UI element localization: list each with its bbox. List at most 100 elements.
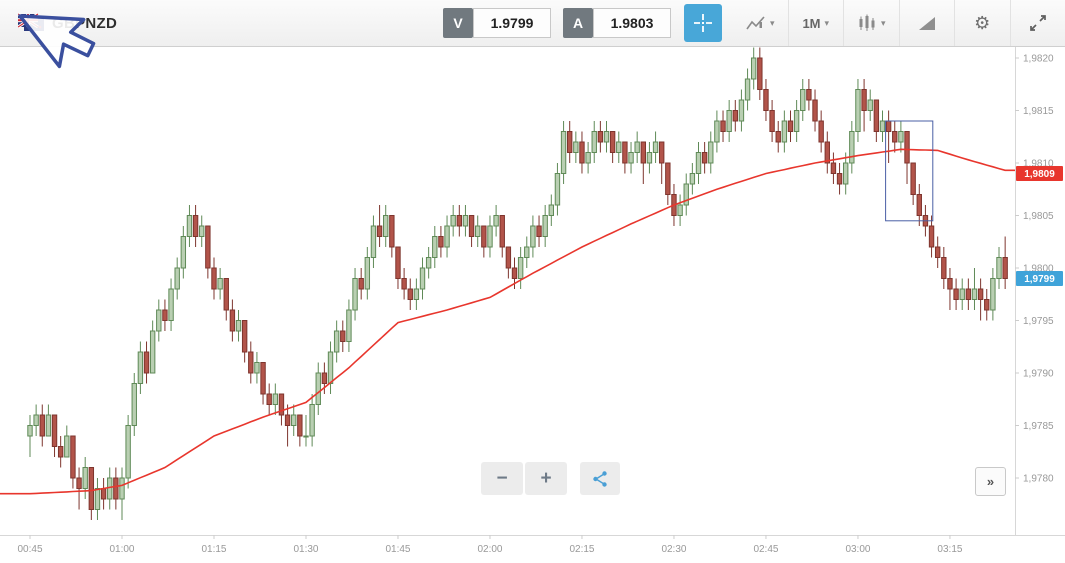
y-axis-label: 1,9785 (1023, 421, 1054, 432)
candle-body (487, 225, 493, 248)
candle-body (1002, 257, 1008, 279)
y-axis-label: 1,9800 (1023, 264, 1054, 275)
candle-body (597, 131, 604, 143)
chart-area: 1,9820 1,9815 1,9810 1,9805 1,9800 1,9795 1,97… (0, 46, 1065, 563)
candle-body (910, 162, 916, 195)
expand-arrows-icon (1028, 13, 1048, 33)
candle-body (634, 141, 640, 153)
candle-body (984, 299, 990, 311)
bid-price[interactable]: 1.9799 (473, 8, 551, 38)
candle-body (131, 383, 137, 426)
candlestick-chart[interactable]: 1,9820 1,9815 1,9810 1,9805 1,9800 1,9795 1,97… (0, 46, 1065, 563)
quote-group: V 1.9799 A 1.9803 (443, 8, 671, 38)
candle-body (260, 362, 266, 395)
candle-body (291, 414, 297, 426)
y-axis-label: 1,9805 (1023, 211, 1054, 222)
chart-style-button[interactable]: ▾ (843, 0, 899, 46)
candle-body (309, 404, 315, 437)
candle-body (156, 309, 162, 332)
candle-body (450, 215, 456, 227)
candle-body (842, 162, 849, 185)
candlestick-style-icon (857, 14, 877, 32)
x-axis-label: 01:15 (201, 544, 226, 555)
candle-body (401, 278, 407, 290)
fullscreen-button[interactable] (1009, 0, 1065, 46)
candle-body (517, 257, 524, 279)
last-price-tag (1016, 271, 1063, 286)
candle-body (573, 141, 579, 153)
candle-body (898, 131, 904, 143)
candle-body (444, 225, 450, 248)
chart-type-button[interactable]: ▾ (733, 0, 788, 46)
candle-body (241, 320, 248, 353)
timeframe-button[interactable]: 1M ▾ (787, 0, 844, 46)
candle-body (701, 152, 708, 164)
candle-body (70, 435, 76, 479)
candle-body (192, 215, 199, 237)
x-axis-label: 02:00 (477, 544, 502, 555)
bid-badge[interactable]: V (443, 8, 473, 38)
candle-body (609, 131, 616, 153)
candle-body (652, 141, 659, 153)
candle-body (456, 215, 463, 227)
candle-body (800, 89, 806, 111)
ma-line (0, 148, 1018, 495)
candle-body (585, 152, 591, 164)
candle-body (977, 288, 984, 300)
candle-body (971, 288, 978, 300)
candle-body (646, 152, 653, 164)
ask-badge[interactable]: A (563, 8, 593, 38)
candle-body (708, 141, 714, 164)
candle-body (720, 120, 726, 132)
candle-body (781, 120, 788, 143)
ask-price[interactable]: 1.9803 (593, 8, 671, 38)
candle-body (217, 278, 223, 290)
toolbar: GBPNZD V 1.9799 A 1.9803 (0, 0, 1065, 47)
candle-body (885, 120, 892, 132)
candle-body (744, 78, 751, 101)
candle-body (879, 120, 886, 132)
candle-body (689, 173, 696, 185)
candle-body (990, 278, 996, 311)
candle-body (867, 99, 873, 111)
candle-body (27, 425, 33, 437)
candle-body (235, 320, 242, 332)
settings-button[interactable]: ⚙ (954, 0, 1010, 46)
chevron-down-icon: ▾ (769, 17, 775, 28)
candle-body (536, 225, 542, 237)
zoom-out-button[interactable]: − (481, 462, 523, 495)
y-axis-label: 1,9795 (1023, 316, 1054, 327)
candle-body (757, 57, 763, 90)
zoom-panel: − + (481, 462, 567, 495)
candle-body (481, 225, 487, 248)
candle-body (542, 215, 548, 237)
axis-collapse-button[interactable]: » (975, 467, 1006, 496)
share-button[interactable] (580, 462, 620, 495)
candle-body (947, 278, 953, 290)
candle-body (763, 89, 769, 111)
candle-body (199, 225, 205, 237)
candle-body (33, 414, 39, 426)
candle-body (591, 131, 597, 153)
x-axis-label: 02:45 (753, 544, 778, 555)
candle-body (432, 236, 438, 258)
candle-body (39, 414, 45, 437)
candle-body (996, 257, 1002, 279)
candle-body (272, 393, 279, 405)
symbol-group: GBPNZD (17, 0, 117, 46)
y-axis-label: 1,9810 (1023, 159, 1054, 170)
candle-body (248, 351, 254, 374)
indicators-icon (917, 14, 937, 32)
candle-body (726, 110, 732, 132)
indicators-button[interactable] (898, 0, 955, 46)
candle-body (530, 225, 536, 248)
candle-body (88, 467, 95, 510)
candle-body (941, 257, 947, 279)
share-icon (591, 470, 609, 488)
crosshair-button[interactable] (684, 4, 722, 42)
zoom-in-button[interactable]: + (525, 462, 567, 495)
candle-body (493, 215, 499, 227)
candle-body (333, 330, 340, 353)
candle-body (511, 267, 518, 279)
candle-body (750, 57, 757, 80)
